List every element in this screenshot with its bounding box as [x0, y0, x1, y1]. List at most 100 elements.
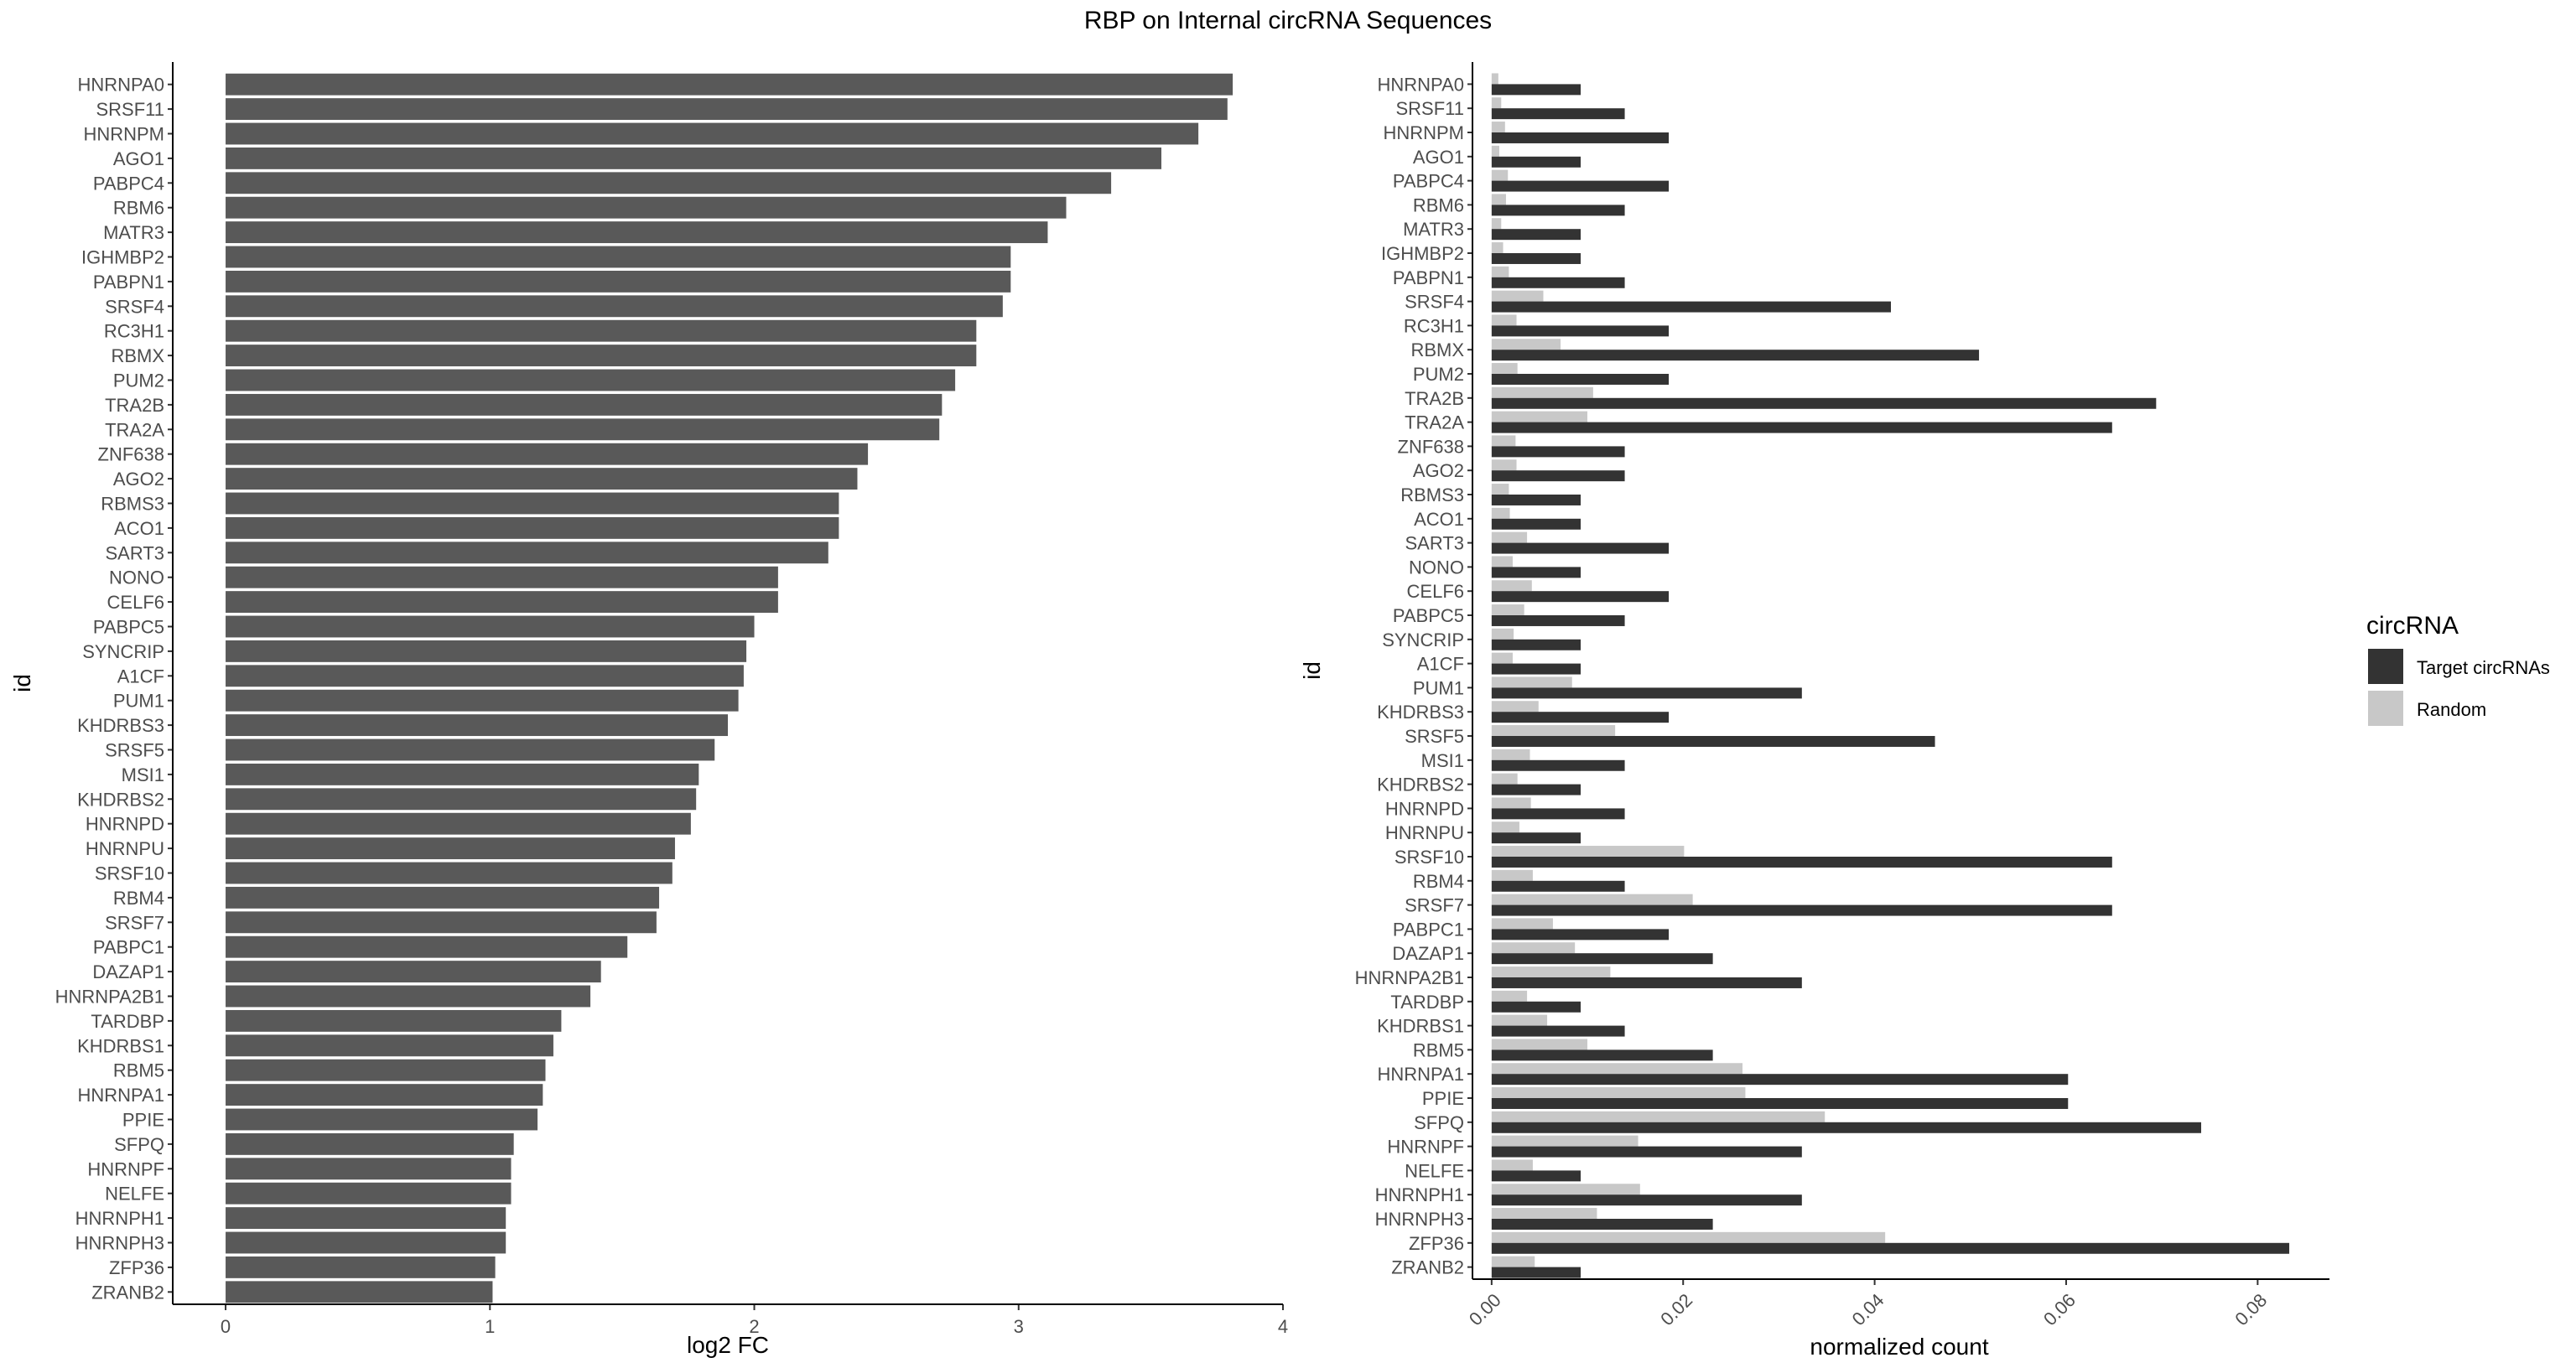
- count-bar-random-rbm6: [1491, 194, 1506, 205]
- log2fc-category-label-pum2: PUM2: [113, 370, 164, 391]
- count-bar-target-circrnas-rbmx: [1491, 350, 1980, 361]
- log2fc-bar-matr3: [226, 221, 1048, 244]
- log2fc-category-label-hnrnpd: HNRNPD: [86, 814, 164, 835]
- log2fc-bar-nono: [226, 566, 778, 588]
- count-bar-target-circrnas-tra2b: [1491, 397, 2157, 409]
- legend-title: circRNA: [2366, 612, 2459, 640]
- count-category-label-zfp36: ZFP36: [1409, 1233, 1464, 1254]
- normalized-count-bars: [1491, 73, 2290, 1278]
- log2fc-category-label-rbm6: RBM6: [113, 198, 164, 219]
- count-category-label-sart3: SART3: [1405, 533, 1464, 554]
- count-category-label-znf638: ZNF638: [1398, 436, 1464, 457]
- count-bar-random-ppie: [1491, 1087, 1746, 1098]
- count-category-label-khdrbs2: KHDRBS2: [1377, 775, 1464, 795]
- log2fc-bar-hnrnpd: [226, 812, 691, 835]
- log2fc-bar-hnrnph1: [226, 1207, 506, 1230]
- log2fc-category-label-srsf7: SRSF7: [105, 912, 164, 933]
- log2fc-category-label-rc3h1: RC3H1: [104, 321, 164, 342]
- count-x-tick-label-0-00: 0.00: [1465, 1289, 1505, 1329]
- log2fc-bar-znf638: [226, 443, 869, 465]
- log2fc-bar-ago2: [226, 468, 858, 490]
- count-category-label-rbm5: RBM5: [1413, 1039, 1464, 1060]
- count-bar-target-circrnas-zfp36: [1491, 1242, 2290, 1254]
- count-bar-random-pabpn1: [1491, 266, 1509, 277]
- log2fc-category-label-hnrnpu: HNRNPU: [86, 838, 164, 859]
- log2fc-bar-tra2b: [226, 393, 943, 416]
- count-bar-random-hnrnpa1: [1491, 1063, 1743, 1075]
- count-category-label-srsf5: SRSF5: [1405, 726, 1464, 747]
- log2fc-bar-srsf11: [226, 98, 1228, 121]
- count-bar-target-circrnas-a1cf: [1491, 663, 1581, 675]
- count-bar-target-circrnas-pabpc4: [1491, 180, 1670, 192]
- count-bar-target-circrnas-sfpq: [1491, 1122, 2201, 1133]
- log2fc-bar-ppie: [226, 1108, 538, 1131]
- log2fc-category-label-hnrnpf: HNRNPF: [87, 1158, 164, 1179]
- count-x-tick-label-0-02: 0.02: [1656, 1289, 1696, 1329]
- log2fc-category-label-ago2: AGO2: [113, 469, 164, 490]
- log2fc-category-label-aco1: ACO1: [114, 518, 164, 539]
- count-category-label-rbmx: RBMX: [1410, 339, 1464, 360]
- legend-swatch-target-circrnas: [2368, 649, 2403, 684]
- count-bar-random-pum1: [1491, 676, 1572, 688]
- count-bar-random-ago2: [1491, 459, 1517, 471]
- count-bar-random-zfp36: [1491, 1231, 1886, 1243]
- legend-label-target-circrnas: Target circRNAs: [2417, 657, 2550, 678]
- log2fc-bar-sart3: [226, 542, 828, 564]
- log2fc-category-label-pum1: PUM1: [113, 691, 164, 712]
- log2fc-category-label-tra2b: TRA2B: [105, 395, 164, 416]
- log2fc-x-axis-title: log2 FC: [687, 1332, 769, 1358]
- count-category-label-khdrbs1: KHDRBS1: [1377, 1016, 1464, 1037]
- log2fc-bar-msi1: [226, 763, 699, 785]
- count-category-label-rbms3: RBMS3: [1400, 484, 1464, 505]
- count-bar-target-circrnas-nelfe: [1491, 1170, 1581, 1182]
- count-bar-random-pum2: [1491, 363, 1518, 374]
- count-bar-target-circrnas-ighmbp2: [1491, 253, 1581, 264]
- count-bar-random-nelfe: [1491, 1159, 1533, 1171]
- log2fc-category-label-sfpq: SFPQ: [114, 1134, 164, 1155]
- count-category-label-ago2: AGO2: [1413, 460, 1464, 481]
- count-category-label-syncrip: SYNCRIP: [1382, 630, 1464, 650]
- log2fc-category-label-nelfe: NELFE: [105, 1184, 164, 1205]
- log2fc-bar-srsf10: [226, 862, 673, 884]
- log2fc-bar-pabpn1: [226, 270, 1011, 293]
- log2fc-bar-rbmx: [226, 345, 977, 367]
- log2fc-category-label-zfp36: ZFP36: [109, 1257, 164, 1278]
- count-bar-random-tra2b: [1491, 386, 1593, 398]
- legend-swatch-random: [2368, 691, 2403, 726]
- count-bar-target-circrnas-srsf4: [1491, 301, 1892, 313]
- log2fc-category-label-khdrbs3: KHDRBS3: [77, 715, 164, 736]
- log2fc-bar-sfpq: [226, 1132, 514, 1155]
- log2fc-category-label-tardbp: TARDBP: [91, 1011, 164, 1032]
- log2fc-bar-hnrnpm: [226, 122, 1199, 145]
- count-bar-random-rbm5: [1491, 1039, 1588, 1050]
- log2fc-category-label-hnrnph3: HNRNPH3: [75, 1233, 164, 1254]
- log2fc-bar-zfp36: [226, 1256, 496, 1278]
- count-bar-target-circrnas-srsf11: [1491, 108, 1625, 120]
- count-bar-target-circrnas-rc3h1: [1491, 325, 1670, 337]
- log2fc-x-tick-label-3: 3: [1014, 1316, 1024, 1337]
- log2fc-bar-hnrnpf: [226, 1158, 512, 1180]
- count-bar-target-circrnas-srsf5: [1491, 736, 1935, 747]
- log2fc-bar-pum2: [226, 369, 956, 391]
- log2fc-x-ticks: 0 1 2 3 4: [221, 1304, 1288, 1337]
- count-bar-target-circrnas-zranb2: [1491, 1267, 1581, 1278]
- count-bar-target-circrnas-tra2a: [1491, 422, 2112, 433]
- count-category-label-hnrnpm: HNRNPM: [1383, 122, 1464, 143]
- log2fc-category-label-srsf11: SRSF11: [96, 99, 164, 120]
- count-bar-random-ighmbp2: [1491, 242, 1504, 253]
- count-category-label-pabpn1: PABPN1: [1393, 267, 1464, 288]
- log2fc-category-label-celf6: CELF6: [107, 592, 164, 613]
- log2fc-bar-pabpc4: [226, 172, 1112, 194]
- log2fc-category-label-pabpc5: PABPC5: [93, 617, 164, 638]
- count-category-label-srsf4: SRSF4: [1405, 292, 1464, 313]
- count-bar-random-hnrnpm: [1491, 122, 1505, 132]
- log2fc-category-label-khdrbs2: KHDRBS2: [77, 789, 164, 810]
- count-bar-target-circrnas-pum1: [1491, 687, 1802, 699]
- count-category-label-srsf10: SRSF10: [1394, 847, 1464, 868]
- count-category-label-msi1: MSI1: [1421, 750, 1464, 771]
- count-bar-target-circrnas-khdrbs3: [1491, 712, 1670, 723]
- log2fc-bar-nelfe: [226, 1182, 512, 1205]
- count-category-label-pabpc4: PABPC4: [1393, 171, 1464, 192]
- count-bar-target-circrnas-srsf10: [1491, 857, 2112, 868]
- log2fc-category-label-nono: NONO: [109, 567, 164, 588]
